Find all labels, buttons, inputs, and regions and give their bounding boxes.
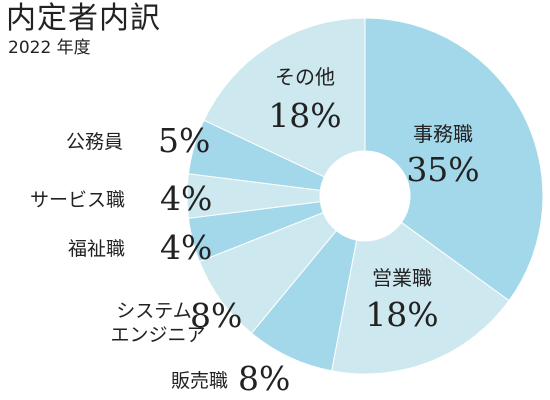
slice-1 — [331, 221, 510, 375]
slice-percent-label: 4% — [160, 228, 212, 267]
slice-name-label: システムエンジニア — [110, 300, 205, 346]
slice-percent-label: 18% — [268, 96, 341, 135]
slice-percent-label: 8% — [190, 296, 242, 335]
slice-percent-label: 35% — [406, 150, 479, 189]
slice-name-label: 事務職 — [413, 122, 473, 146]
slice-name-label: その他 — [275, 65, 335, 89]
slice-name-label: 公務員 — [66, 131, 123, 153]
slice-percent-label: 8% — [238, 359, 290, 398]
slice-name-label: 販売職 — [171, 370, 228, 392]
slice-percent-label: 5% — [158, 121, 210, 160]
slice-percent-label: 4% — [160, 179, 212, 218]
slice-name-label: サービス職 — [30, 189, 125, 211]
slice-name-label: 福祉職 — [68, 238, 125, 260]
chart-title: 内定者内訳 — [6, 1, 161, 36]
slice-percent-label: 18% — [365, 295, 438, 334]
chart-subtitle: 2022 年度 — [8, 38, 91, 58]
slice-7 — [203, 17, 366, 178]
slice-name-label: 営業職 — [372, 266, 432, 290]
slice-0 — [364, 17, 544, 302]
